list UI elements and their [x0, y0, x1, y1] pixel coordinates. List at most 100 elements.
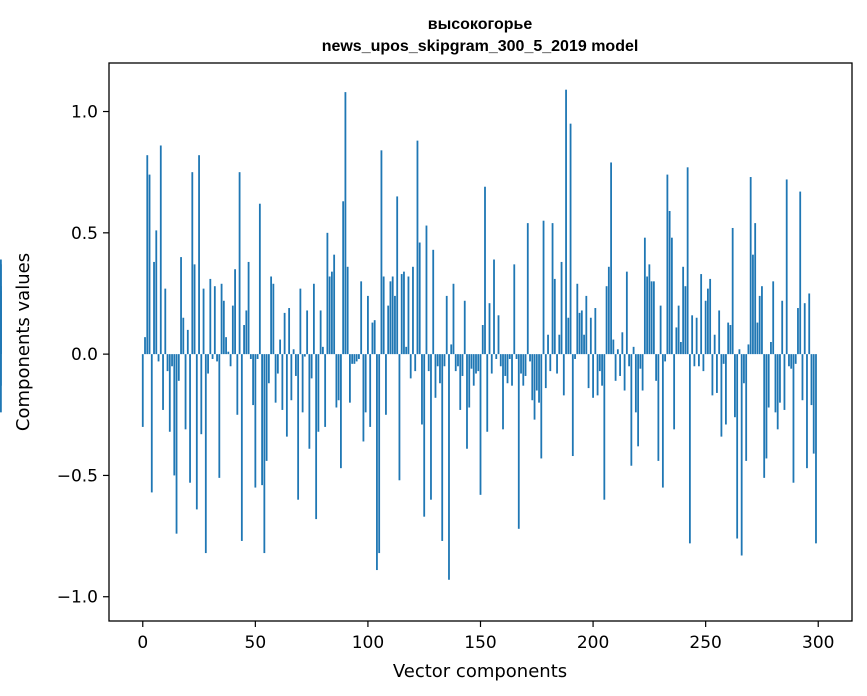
bar	[574, 354, 576, 359]
bar	[722, 354, 725, 364]
bar	[150, 354, 153, 493]
bar	[153, 261, 155, 355]
bar	[285, 354, 288, 437]
bar	[391, 276, 394, 355]
bar	[720, 354, 723, 437]
bar	[718, 310, 721, 355]
bar	[497, 315, 500, 355]
bar	[416, 140, 419, 355]
bar	[625, 271, 628, 355]
bar	[364, 354, 367, 413]
bar	[704, 300, 707, 355]
bar	[407, 276, 410, 355]
bar	[297, 354, 300, 500]
bar	[445, 295, 448, 355]
bar	[598, 354, 601, 372]
y-tick-label: −1.0	[57, 588, 98, 608]
bar	[157, 354, 160, 362]
bar	[321, 346, 324, 355]
bar	[173, 354, 176, 476]
bar	[450, 344, 453, 355]
bar	[335, 354, 338, 408]
bar	[713, 334, 716, 355]
bar	[702, 354, 705, 372]
bar	[698, 354, 700, 367]
bar	[337, 354, 340, 401]
bar	[430, 354, 432, 500]
bar	[382, 276, 385, 355]
bar	[317, 354, 320, 432]
x-tick-label: 300	[802, 633, 834, 653]
bar	[790, 354, 793, 369]
bar	[740, 354, 743, 556]
bar	[477, 354, 480, 372]
bar	[691, 315, 694, 355]
x-tick-label: 0	[137, 633, 148, 653]
bar	[292, 349, 295, 355]
bar	[727, 322, 730, 355]
bar	[238, 172, 241, 355]
bar	[803, 303, 806, 355]
bar	[358, 354, 360, 359]
bar	[283, 312, 286, 355]
bar	[213, 286, 216, 355]
bar	[369, 354, 372, 427]
bar	[441, 354, 444, 541]
bar	[144, 337, 146, 355]
bar	[279, 339, 282, 355]
bar	[141, 354, 144, 427]
bar	[423, 354, 426, 517]
bar	[256, 354, 259, 359]
bar	[0, 354, 2, 413]
bar	[752, 254, 754, 355]
bar	[772, 281, 775, 355]
x-tick-label: 100	[352, 633, 384, 653]
bar	[351, 354, 354, 364]
bar	[186, 329, 189, 355]
bar	[783, 354, 786, 410]
bar	[225, 337, 227, 355]
bar	[454, 354, 457, 372]
bar	[770, 342, 772, 355]
bar	[756, 322, 759, 355]
bar	[531, 354, 534, 401]
bar	[641, 354, 644, 391]
x-tick-label: 250	[689, 633, 721, 653]
bar	[565, 89, 567, 355]
bar	[191, 172, 194, 355]
bar	[569, 123, 572, 355]
bar	[376, 354, 378, 571]
bar	[547, 334, 549, 355]
bar	[452, 283, 455, 355]
bar	[207, 354, 209, 374]
bar	[801, 354, 804, 401]
bar	[306, 310, 309, 355]
bar	[716, 354, 718, 393]
y-axis: −1.0 −0.5 0.0 0.5 1.0	[57, 103, 109, 608]
bar	[281, 354, 284, 410]
bar	[418, 242, 421, 355]
bar	[666, 174, 669, 355]
bar	[243, 325, 245, 355]
bar	[461, 354, 464, 376]
bar	[434, 354, 437, 398]
bar	[585, 295, 588, 355]
bar	[378, 354, 381, 554]
bar	[504, 354, 507, 376]
bar	[216, 354, 218, 362]
bar	[493, 259, 495, 355]
y-tick-label: 1.0	[71, 103, 98, 123]
bar	[164, 288, 167, 355]
bar	[495, 354, 498, 359]
bar	[619, 354, 621, 376]
bar	[745, 354, 748, 461]
bar	[589, 317, 592, 355]
bar	[340, 354, 342, 469]
bar	[567, 317, 570, 355]
bar	[767, 354, 770, 408]
x-tick-label: 50	[245, 633, 267, 653]
bar	[675, 327, 678, 355]
bar	[425, 225, 428, 355]
bar	[700, 274, 703, 355]
